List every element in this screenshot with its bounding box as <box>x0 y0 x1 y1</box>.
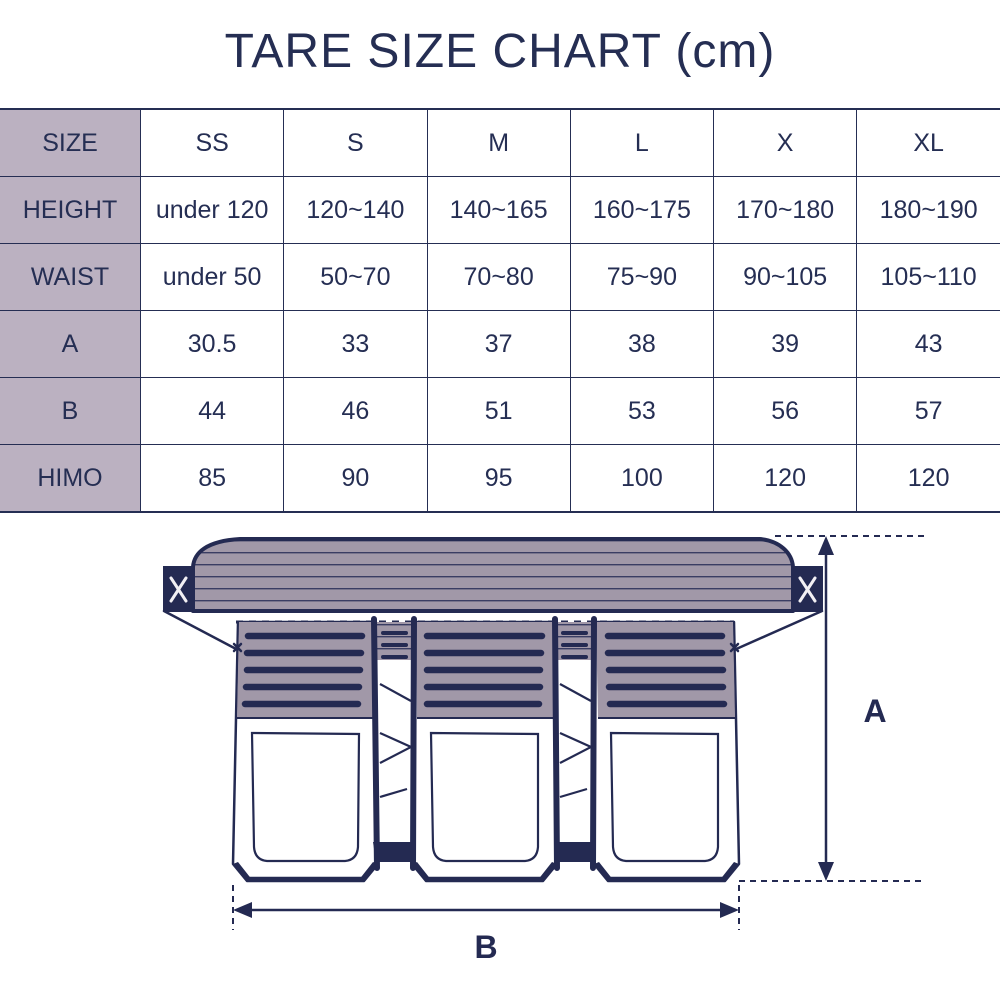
svg-text:B: B <box>474 929 497 965</box>
svg-text:A: A <box>863 693 886 729</box>
